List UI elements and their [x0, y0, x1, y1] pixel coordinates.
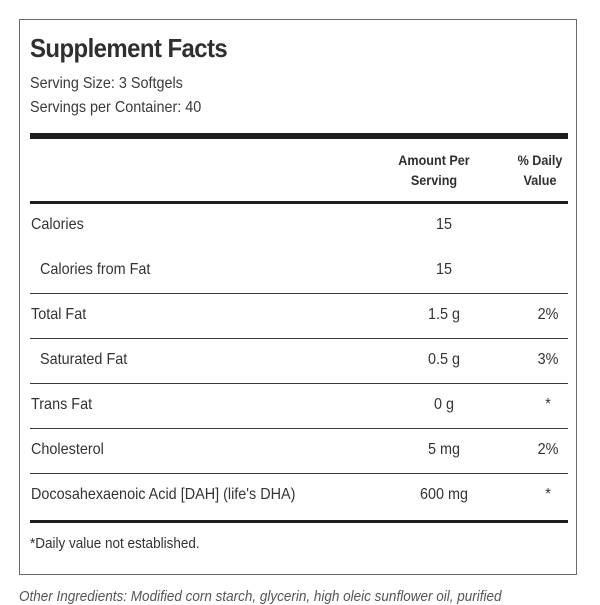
column-header-daily-value: % Daily Value [511, 150, 569, 190]
row-divider [30, 383, 568, 384]
nutrient-name: Total Fat [31, 306, 87, 323]
nutrient-daily-value: * [545, 396, 551, 413]
servings-per-container: Servings per Container: 40 [30, 99, 202, 116]
bottom-divider [30, 520, 568, 523]
serving-size: Serving Size: 3 Softgels [30, 75, 183, 92]
nutrient-daily-value: 3% [537, 351, 559, 368]
nutrient-name: Calories from Fat [40, 261, 151, 278]
column-header-dv-line2: Value [523, 172, 557, 188]
nutrient-row: Docosahexaenoic Acid [DAH] (life's DHA) … [30, 474, 568, 519]
row-divider [30, 338, 568, 339]
nutrient-row: Cholesterol 5 mg 2% [30, 429, 568, 474]
column-header-amount-line2: Serving [410, 172, 458, 188]
nutrient-name: Docosahexaenoic Acid [DAH] (life's DHA) [31, 486, 296, 503]
row-divider [30, 293, 568, 294]
nutrient-name: Saturated Fat [40, 351, 128, 368]
column-header-amount-line1: Amount Per [398, 152, 470, 168]
header-divider [30, 201, 568, 204]
nutrient-row: Trans Fat 0 g * [30, 384, 568, 429]
nutrient-row: Calories 15 [30, 204, 568, 249]
nutrient-amount: 600 mg [419, 486, 469, 503]
nutrient-amount: 5 mg [427, 441, 461, 458]
row-divider [30, 473, 568, 474]
other-ingredients-text: Other Ingredients: Modified corn starch,… [19, 588, 502, 605]
nutrient-row: Total Fat 1.5 g 2% [30, 294, 568, 339]
nutrient-row: Calories from Fat 15 [30, 249, 568, 294]
nutrient-amount: 0.5 g [427, 351, 461, 368]
nutrient-name: Calories [31, 216, 84, 233]
nutrient-daily-value: 2% [537, 441, 559, 458]
column-header-dv-line1: % Daily [517, 152, 563, 168]
row-divider [30, 428, 568, 429]
nutrient-amount: 15 [435, 216, 453, 233]
nutrient-amount: 0 g [433, 396, 455, 413]
nutrient-daily-value: 2% [537, 306, 559, 323]
top-divider [30, 133, 568, 139]
panel-title: Supplement Facts [30, 33, 228, 63]
nutrient-name: Trans Fat [31, 396, 93, 413]
nutrient-amount: 15 [435, 261, 453, 278]
footnote: *Daily value not established. [30, 535, 200, 552]
nutrient-amount: 1.5 g [427, 306, 461, 323]
nutrient-name: Cholesterol [31, 441, 104, 458]
nutrient-row: Saturated Fat 0.5 g 3% [30, 339, 568, 384]
nutrient-daily-value: * [545, 486, 551, 503]
column-header-amount: Amount Per Serving [389, 150, 479, 190]
supplement-facts-panel: Supplement Facts Serving Size: 3 Softgel… [19, 19, 577, 575]
